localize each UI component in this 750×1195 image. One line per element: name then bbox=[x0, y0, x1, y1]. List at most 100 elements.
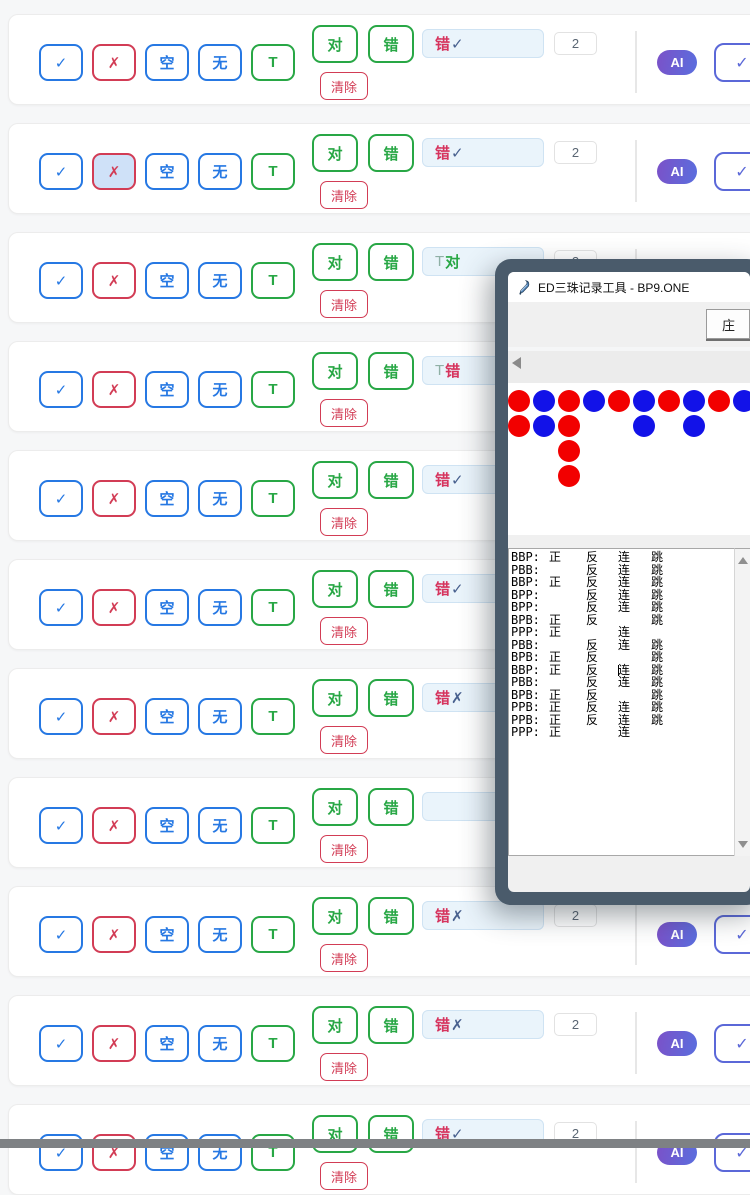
clear-button[interactable]: 清除 bbox=[320, 72, 368, 100]
wrong-button[interactable]: 错 bbox=[368, 788, 414, 826]
correct-button[interactable]: 对 bbox=[312, 679, 358, 717]
t-button[interactable]: T bbox=[251, 262, 295, 299]
window-titlebar[interactable]: ED三珠记录工具 - BP9.ONE bbox=[508, 272, 750, 302]
wrong-button[interactable]: 错 bbox=[368, 243, 414, 281]
cross-button[interactable]: ✗ bbox=[92, 916, 136, 953]
correct-button[interactable]: 对 bbox=[312, 352, 358, 390]
cross-button[interactable]: ✗ bbox=[92, 1025, 136, 1062]
scroll-left-icon[interactable] bbox=[512, 357, 521, 369]
wrong-button[interactable]: 错 bbox=[368, 461, 414, 499]
none-button[interactable]: 无 bbox=[198, 916, 242, 953]
wrong-button[interactable]: 错 bbox=[368, 25, 414, 63]
check-button[interactable]: ✓ bbox=[39, 371, 83, 408]
check-button[interactable]: ✓ bbox=[39, 44, 83, 81]
wrong-button[interactable]: 错 bbox=[368, 134, 414, 172]
result-input[interactable]: 错 ✗ bbox=[422, 901, 544, 930]
cross-button[interactable]: ✗ bbox=[92, 371, 136, 408]
clear-button[interactable]: 清除 bbox=[320, 835, 368, 863]
check-button[interactable]: ✓ bbox=[39, 916, 83, 953]
check-button[interactable]: ✓ bbox=[39, 698, 83, 735]
horizontal-scrollbar[interactable] bbox=[508, 347, 750, 383]
pattern-textarea[interactable]: BBP: 正反连跳 PBB: 反连跳 BBP: 正反连跳 BPP: 反连跳 BPP: 反连跳 BPB… bbox=[508, 548, 734, 856]
banker-button[interactable]: 庄 bbox=[706, 309, 750, 339]
t-button[interactable]: T bbox=[251, 153, 295, 190]
t-button[interactable]: T bbox=[251, 807, 295, 844]
none-button[interactable]: 无 bbox=[198, 371, 242, 408]
confirm-button[interactable]: ✓ bbox=[714, 915, 750, 954]
empty-button[interactable]: 空 bbox=[145, 371, 189, 408]
count-input[interactable]: 2 bbox=[554, 32, 597, 55]
correct-button[interactable]: 对 bbox=[312, 243, 358, 281]
check-button[interactable]: ✓ bbox=[39, 480, 83, 517]
ai-button[interactable]: AI bbox=[657, 1031, 697, 1056]
check-button[interactable]: ✓ bbox=[39, 153, 83, 190]
cross-button[interactable]: ✗ bbox=[92, 153, 136, 190]
cross-button[interactable]: ✗ bbox=[92, 807, 136, 844]
wrong-button[interactable]: 错 bbox=[368, 1006, 414, 1044]
wrong-button[interactable]: 错 bbox=[368, 897, 414, 935]
check-button[interactable]: ✓ bbox=[39, 589, 83, 626]
clear-button[interactable]: 清除 bbox=[320, 290, 368, 318]
empty-button[interactable]: 空 bbox=[145, 916, 189, 953]
clear-button[interactable]: 清除 bbox=[320, 181, 368, 209]
cross-button[interactable]: ✗ bbox=[92, 44, 136, 81]
check-button[interactable]: ✓ bbox=[39, 807, 83, 844]
t-button[interactable]: T bbox=[251, 916, 295, 953]
wrong-button[interactable]: 错 bbox=[368, 352, 414, 390]
correct-button[interactable]: 对 bbox=[312, 134, 358, 172]
ai-button[interactable]: AI bbox=[657, 922, 697, 947]
clear-button[interactable]: 清除 bbox=[320, 617, 368, 645]
ai-button[interactable]: AI bbox=[657, 159, 697, 184]
count-input[interactable]: 2 bbox=[554, 904, 597, 927]
empty-button[interactable]: 空 bbox=[145, 1025, 189, 1062]
correct-button[interactable]: 对 bbox=[312, 788, 358, 826]
t-button[interactable]: T bbox=[251, 371, 295, 408]
result-input[interactable]: 错 ✓ bbox=[422, 29, 544, 58]
scroll-down-icon[interactable] bbox=[738, 841, 748, 848]
bead-canvas[interactable] bbox=[508, 383, 750, 535]
bottom-bar[interactable] bbox=[0, 1139, 750, 1148]
empty-button[interactable]: 空 bbox=[145, 153, 189, 190]
t-button[interactable]: T bbox=[251, 698, 295, 735]
result-input[interactable]: 错 ✗ bbox=[422, 1010, 544, 1039]
none-button[interactable]: 无 bbox=[198, 807, 242, 844]
t-button[interactable]: T bbox=[251, 589, 295, 626]
confirm-button[interactable]: ✓ bbox=[714, 43, 750, 82]
none-button[interactable]: 无 bbox=[198, 153, 242, 190]
check-button[interactable]: ✓ bbox=[39, 1025, 83, 1062]
clear-button[interactable]: 清除 bbox=[320, 399, 368, 427]
empty-button[interactable]: 空 bbox=[145, 589, 189, 626]
clear-button[interactable]: 清除 bbox=[320, 1162, 368, 1190]
count-input[interactable]: 2 bbox=[554, 1013, 597, 1036]
correct-button[interactable]: 对 bbox=[312, 25, 358, 63]
empty-button[interactable]: 空 bbox=[145, 44, 189, 81]
t-button[interactable]: T bbox=[251, 44, 295, 81]
correct-button[interactable]: 对 bbox=[312, 461, 358, 499]
empty-button[interactable]: 空 bbox=[145, 807, 189, 844]
cross-button[interactable]: ✗ bbox=[92, 480, 136, 517]
wrong-button[interactable]: 错 bbox=[368, 679, 414, 717]
cross-button[interactable]: ✗ bbox=[92, 589, 136, 626]
confirm-button[interactable]: ✓ bbox=[714, 152, 750, 191]
count-input[interactable]: 2 bbox=[554, 141, 597, 164]
confirm-button[interactable]: ✓ bbox=[714, 1024, 750, 1063]
none-button[interactable]: 无 bbox=[198, 698, 242, 735]
empty-button[interactable]: 空 bbox=[145, 698, 189, 735]
none-button[interactable]: 无 bbox=[198, 1025, 242, 1062]
none-button[interactable]: 无 bbox=[198, 262, 242, 299]
cross-button[interactable]: ✗ bbox=[92, 698, 136, 735]
ai-button[interactable]: AI bbox=[657, 50, 697, 75]
clear-button[interactable]: 清除 bbox=[320, 1053, 368, 1081]
t-button[interactable]: T bbox=[251, 480, 295, 517]
none-button[interactable]: 无 bbox=[198, 480, 242, 517]
empty-button[interactable]: 空 bbox=[145, 480, 189, 517]
clear-button[interactable]: 清除 bbox=[320, 726, 368, 754]
correct-button[interactable]: 对 bbox=[312, 1006, 358, 1044]
vertical-scrollbar[interactable] bbox=[734, 548, 750, 856]
none-button[interactable]: 无 bbox=[198, 589, 242, 626]
clear-button[interactable]: 清除 bbox=[320, 508, 368, 536]
result-input[interactable]: 错 ✓ bbox=[422, 138, 544, 167]
scroll-up-icon[interactable] bbox=[738, 557, 748, 564]
correct-button[interactable]: 对 bbox=[312, 897, 358, 935]
empty-button[interactable]: 空 bbox=[145, 262, 189, 299]
